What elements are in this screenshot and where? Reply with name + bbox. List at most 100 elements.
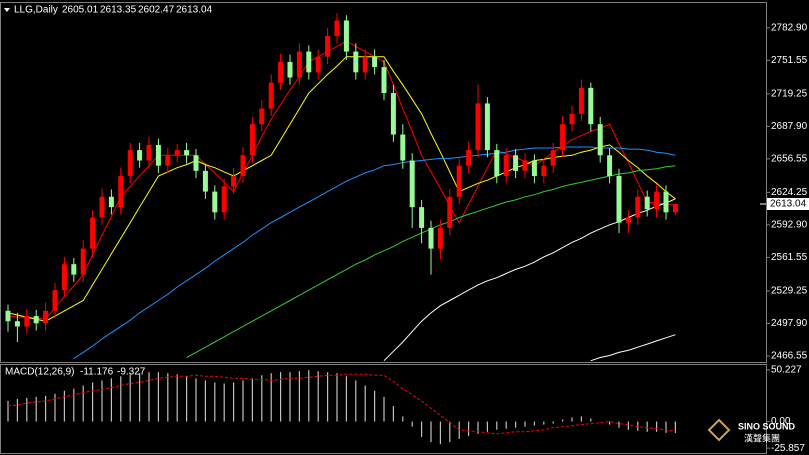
last-high: 2613.35	[100, 5, 137, 16]
signal-value: -9.327	[117, 367, 146, 378]
signal-line	[7, 373, 676, 435]
candle-body	[513, 155, 519, 171]
candle-body	[165, 155, 171, 166]
candle-body	[428, 227, 434, 249]
chart-title: LLG,Daily	[14, 5, 58, 16]
candle-body	[240, 155, 246, 177]
moving-average	[383, 198, 676, 362]
candle-body	[325, 36, 331, 57]
macd-value: -11.176	[80, 367, 114, 378]
y-tick-label: 2719.25	[771, 88, 808, 99]
candle-body	[447, 196, 453, 228]
candle-body	[249, 124, 255, 156]
candle-body	[118, 176, 124, 208]
candle-body	[625, 217, 631, 223]
candle-body	[503, 155, 509, 177]
candle-body	[334, 20, 340, 37]
candle-body	[343, 20, 349, 52]
watermark: SINO SOUND 漢聲集團	[707, 418, 796, 443]
candle-body	[578, 87, 584, 114]
menu-arrow[interactable]	[4, 8, 10, 12]
candle-body	[99, 196, 105, 218]
moving-average	[7, 56, 676, 322]
logo	[707, 418, 731, 442]
candle-body	[296, 51, 302, 78]
candle-body	[61, 264, 67, 291]
candle-body	[644, 196, 650, 210]
candle-body	[466, 150, 472, 166]
moving-average	[590, 334, 676, 362]
candle-body	[400, 134, 406, 161]
candle-body	[390, 93, 396, 135]
macd-panel	[0, 364, 767, 454]
candle-body	[531, 160, 537, 177]
watermark-brand: SINO SOUND	[738, 421, 796, 431]
candle-body	[52, 290, 58, 311]
candle-body	[108, 196, 114, 208]
candle-body	[654, 191, 660, 210]
candle-body	[419, 207, 425, 228]
y-tick-label: 2624.25	[771, 187, 808, 198]
price-tag	[767, 197, 809, 210]
candle-body	[268, 82, 274, 109]
last-low: 2602.47	[138, 5, 175, 16]
candle-body	[635, 196, 641, 218]
candle-body	[569, 113, 575, 125]
y-tick-label: 2529.25	[771, 286, 808, 297]
last-close: 2613.04	[176, 5, 213, 16]
candle-body	[155, 144, 161, 166]
candle-body	[306, 51, 312, 73]
candle-body	[259, 108, 265, 125]
candle-body	[80, 248, 86, 275]
macd-title: MACD(12,26,9)	[5, 367, 74, 378]
candle-body	[221, 186, 227, 213]
candle-body	[127, 150, 133, 177]
candle-body	[672, 203, 678, 213]
y-tick-label: 0.00	[771, 416, 791, 427]
candle-body	[372, 56, 378, 68]
last-open: 2605.01	[62, 5, 99, 16]
candle-body	[409, 160, 415, 208]
candle-body	[456, 165, 462, 197]
candle-body	[475, 103, 481, 151]
price-panel	[0, 2, 767, 363]
y-tick-label: 2561.55	[771, 252, 808, 263]
candle-body	[315, 56, 321, 73]
candle-body	[33, 316, 39, 324]
y-tick-label: -25.857	[771, 443, 805, 454]
candle-body	[137, 150, 143, 161]
candle-body	[663, 191, 669, 213]
candle-body	[5, 310, 11, 322]
candle-body	[202, 170, 208, 192]
y-tick-label: 2751.55	[771, 55, 808, 66]
y-tick-label: 2687.90	[771, 121, 808, 132]
candle-body	[287, 61, 293, 78]
moving-average	[7, 40, 676, 320]
candle-body	[146, 144, 152, 161]
y-tick-label: 2656.55	[771, 154, 808, 165]
candle-body	[193, 155, 199, 171]
candle-body	[71, 264, 77, 275]
candle-body	[184, 150, 190, 156]
y-tick-label: 50.227	[771, 365, 802, 376]
candle-body	[212, 191, 218, 213]
candle-body	[14, 321, 20, 327]
candle-body	[550, 150, 556, 166]
y-tick-label: 2782.90	[771, 22, 808, 33]
candle-body	[43, 310, 49, 324]
candle-body	[278, 61, 284, 83]
candle-body	[616, 176, 622, 223]
candle-body	[174, 150, 180, 156]
price-tag-label: 2613.04	[770, 199, 807, 210]
watermark-local: 漢聲集團	[744, 432, 780, 443]
candle-body	[484, 103, 490, 151]
candle-body	[353, 51, 359, 73]
candle-body	[607, 155, 613, 177]
candle-body	[381, 67, 387, 94]
candle-body	[588, 87, 594, 125]
candle-body	[494, 150, 500, 177]
candle-body	[90, 217, 96, 249]
y-tick-label: 2466.55	[771, 351, 808, 362]
moving-average	[73, 146, 676, 360]
